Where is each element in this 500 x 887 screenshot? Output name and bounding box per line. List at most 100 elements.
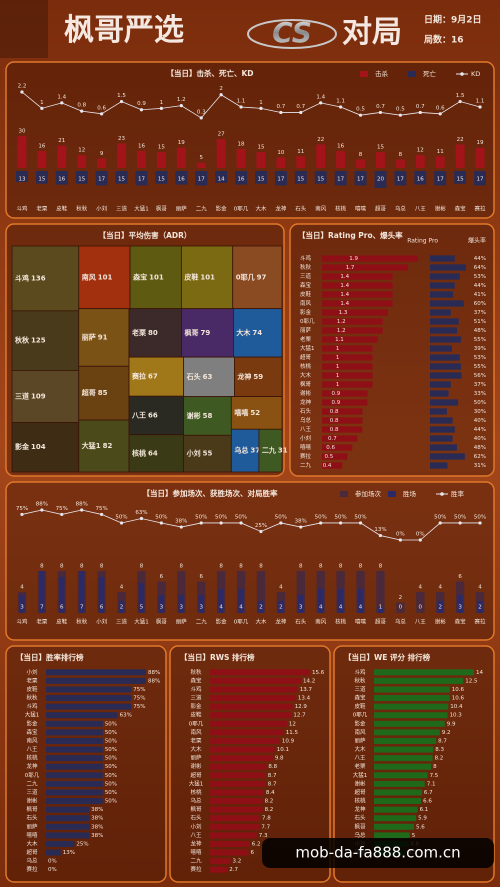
y-tick-label: 赛拉	[300, 452, 312, 460]
data-label: 15	[158, 177, 165, 183]
x-tick-label: 嘻嘻	[355, 205, 367, 213]
line-point	[119, 99, 124, 104]
treemap-label: 超哥 85	[82, 388, 108, 397]
line-point	[80, 109, 84, 113]
y-tick-label: 影金	[190, 702, 202, 710]
data-label: 0.6	[436, 105, 445, 111]
line-point	[299, 110, 303, 115]
bar	[430, 264, 466, 271]
y-tick-label: 三道	[354, 685, 366, 693]
bar	[430, 300, 464, 307]
treemap-cell	[78, 365, 130, 421]
bar	[434, 171, 447, 186]
treemap-cell	[234, 356, 283, 398]
bar	[46, 720, 103, 727]
data-label: 8	[299, 564, 303, 570]
bar	[430, 255, 455, 262]
line-point	[219, 93, 223, 97]
y-tick-label: 龙神	[26, 762, 38, 770]
data-label: 0.9	[332, 400, 341, 406]
data-label: 8.4	[266, 790, 275, 796]
bar	[374, 772, 428, 779]
data-label: 2.7	[229, 867, 238, 873]
data-label: 15.6	[312, 670, 325, 676]
bar	[374, 789, 422, 796]
bar	[210, 737, 280, 744]
y-tick-label: 大猛1	[300, 344, 315, 352]
panel-title: 【当日】击杀、死亡、KD	[166, 68, 253, 78]
data-label: 17	[138, 177, 145, 183]
y-tick-label: 八王	[26, 746, 38, 753]
line-point	[418, 538, 422, 542]
bar	[322, 363, 373, 370]
x-tick-label: 谢彬	[435, 205, 447, 213]
treemap-label: 森宝 101	[133, 272, 164, 281]
y-tick-label: 大木	[354, 745, 366, 753]
data-label: 0.7	[416, 104, 425, 110]
treemap-value: 91	[98, 333, 108, 341]
data-label: 2	[438, 605, 442, 611]
data-label: 75%	[133, 687, 145, 693]
bar	[374, 695, 450, 702]
bar	[138, 583, 145, 613]
panel-title: 【当日】RWS 排行榜	[180, 652, 255, 662]
y-tick-label: 枫哥	[26, 805, 38, 813]
data-label: 50%	[105, 764, 117, 770]
y-tick-label: 乌总	[190, 797, 202, 805]
bar	[316, 144, 326, 168]
data-label: 16	[337, 143, 344, 149]
treemap-label: 影金 104	[15, 442, 46, 451]
data-label: 0.8	[330, 418, 339, 424]
bar	[454, 171, 467, 184]
legend-dot	[440, 492, 444, 496]
x-tick-label: 皮鞋	[56, 618, 68, 626]
bar	[374, 823, 414, 830]
data-label: 13%	[63, 850, 75, 856]
data-label: 15	[38, 177, 45, 183]
y-tick-label: 谢彬	[300, 389, 312, 397]
bar	[416, 592, 425, 613]
y-tick-label: 二九	[26, 779, 38, 787]
line-point	[179, 104, 183, 108]
bar	[322, 426, 363, 433]
bar	[430, 336, 461, 343]
data-label: 64%	[474, 265, 486, 271]
treemap-name: 赛拉	[131, 372, 146, 381]
data-label: 27	[218, 132, 225, 138]
line-point	[199, 521, 203, 525]
data-label: 8	[140, 564, 144, 570]
data-label: 12.7	[293, 713, 306, 719]
bar	[322, 327, 383, 334]
bar	[215, 171, 228, 183]
data-label: 8.7	[268, 773, 277, 779]
bar	[95, 171, 108, 186]
data-label: 0.7	[376, 104, 385, 110]
bar	[177, 571, 186, 613]
treemap-value: 63	[203, 373, 213, 381]
data-label: 2	[120, 605, 124, 611]
treemap-value: 109	[31, 392, 46, 400]
data-label: 8	[100, 564, 104, 570]
bar	[210, 746, 275, 753]
y-tick-label: 谢彬	[354, 779, 366, 787]
data-label: 50%	[315, 514, 327, 520]
legend-label: 胜率	[451, 489, 465, 498]
data-label: 38%	[91, 833, 103, 839]
data-label: 4	[20, 585, 24, 591]
x-tick-label: 大猛1	[134, 205, 149, 213]
data-label: 56%	[474, 373, 486, 379]
y-tick-label: 二九	[300, 461, 312, 469]
data-label: 38%	[91, 807, 103, 813]
data-label: 44%	[474, 427, 486, 433]
x-tick-label: 秋秋	[76, 618, 88, 626]
bar	[374, 763, 432, 770]
data-label: 50%	[105, 730, 117, 736]
y-tick-label: 丽萨	[26, 822, 38, 830]
bar	[210, 806, 263, 813]
data-label: 4	[419, 585, 423, 591]
data-label: 1.3	[339, 310, 348, 316]
y-tick-label: 0耶几	[189, 720, 204, 727]
bar	[210, 789, 264, 796]
data-label: 16	[138, 143, 145, 149]
treemap-value: 37	[250, 447, 260, 455]
